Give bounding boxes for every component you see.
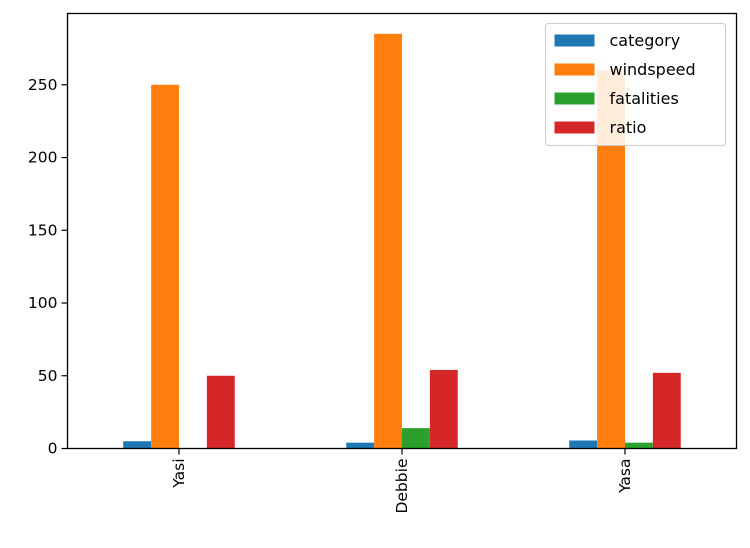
x-tick-label-yasa: Yasa	[616, 459, 634, 494]
legend-box	[545, 23, 726, 146]
y-tick-label: 150	[28, 221, 58, 239]
y-tick-label: 0	[48, 440, 58, 458]
bar-windspeed-debbie	[374, 33, 402, 449]
bar-fatalities-yasa	[625, 442, 653, 449]
legend-label-fatalities: fatalities	[610, 89, 679, 108]
bar-ratio-yasa	[652, 372, 681, 449]
bar-ratio-debbie	[429, 369, 458, 449]
bar-category-yasa	[569, 440, 598, 449]
bar-category-debbie	[346, 442, 375, 449]
bars-layer	[123, 33, 681, 449]
y-axis: 0 50 100 150 200 250	[28, 76, 68, 458]
x-tick-label-debbie: Debbie	[393, 459, 411, 514]
y-tick-label: 200	[28, 149, 58, 167]
bar-ratio-yasi	[206, 375, 235, 449]
y-tick-label: 250	[28, 76, 58, 94]
legend: category windspeed fatalities ratio	[545, 23, 726, 146]
bar-windspeed-yasi	[151, 84, 179, 449]
legend-swatch-windspeed	[554, 63, 595, 76]
legend-label-windspeed: windspeed	[610, 60, 696, 79]
plot-frame	[66, 12, 738, 450]
bar-fatalities-debbie	[402, 428, 430, 449]
y-tick-label: 100	[28, 294, 58, 312]
x-axis: Yasi Debbie Yasa	[170, 448, 634, 514]
legend-swatch-category	[554, 34, 595, 47]
y-tick-label: 50	[38, 367, 58, 385]
legend-label-category: category	[610, 31, 681, 50]
legend-swatch-ratio	[554, 121, 595, 134]
x-tick-label-yasi: Yasi	[170, 459, 188, 489]
bar-category-yasi	[123, 441, 152, 449]
legend-label-ratio: ratio	[610, 118, 647, 137]
legend-swatch-fatalities	[554, 92, 595, 105]
